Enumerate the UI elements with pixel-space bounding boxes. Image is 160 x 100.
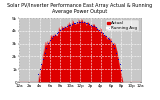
- Point: [59, 30, 61, 31]
- Point: [57, 31, 60, 32]
- Point: [69, 24, 72, 25]
- Point: [120, 69, 123, 70]
- Point: [62, 27, 65, 28]
- Point: [67, 24, 70, 26]
- Point: [60, 28, 63, 30]
- Point: [66, 25, 68, 26]
- Point: [77, 21, 80, 23]
- Point: [117, 58, 119, 60]
- Point: [38, 68, 41, 70]
- Point: [98, 29, 100, 31]
- Point: [88, 23, 90, 25]
- Point: [101, 32, 104, 34]
- Point: [71, 23, 73, 25]
- Point: [52, 36, 55, 37]
- Point: [106, 37, 109, 39]
- Point: [42, 58, 44, 59]
- Point: [100, 31, 102, 32]
- Text: Solar PV/Inverter Performance East Array Actual & Running Average Power Output: Solar PV/Inverter Performance East Array…: [7, 3, 153, 14]
- Point: [83, 22, 85, 23]
- Point: [110, 40, 112, 42]
- Point: [50, 38, 53, 39]
- Point: [84, 22, 87, 24]
- Point: [43, 52, 46, 54]
- Point: [112, 44, 114, 45]
- Point: [48, 39, 51, 41]
- Point: [94, 27, 97, 28]
- Point: [37, 73, 39, 75]
- Point: [79, 22, 82, 23]
- Point: [86, 22, 88, 24]
- Point: [72, 22, 75, 24]
- Point: [74, 22, 77, 24]
- Point: [96, 28, 99, 29]
- Point: [108, 38, 111, 40]
- Point: [55, 32, 58, 34]
- Point: [93, 26, 95, 27]
- Point: [54, 34, 56, 36]
- Point: [40, 63, 43, 65]
- Point: [64, 26, 66, 27]
- Point: [45, 47, 48, 48]
- Legend: Actual, Running Avg: Actual, Running Avg: [106, 20, 139, 31]
- Point: [113, 48, 116, 49]
- Point: [47, 42, 49, 44]
- Point: [118, 64, 121, 65]
- Point: [115, 53, 117, 54]
- Point: [91, 25, 94, 26]
- Point: [81, 21, 83, 23]
- Point: [76, 22, 78, 23]
- Point: [89, 24, 92, 25]
- Point: [105, 35, 107, 37]
- Point: [103, 34, 105, 35]
